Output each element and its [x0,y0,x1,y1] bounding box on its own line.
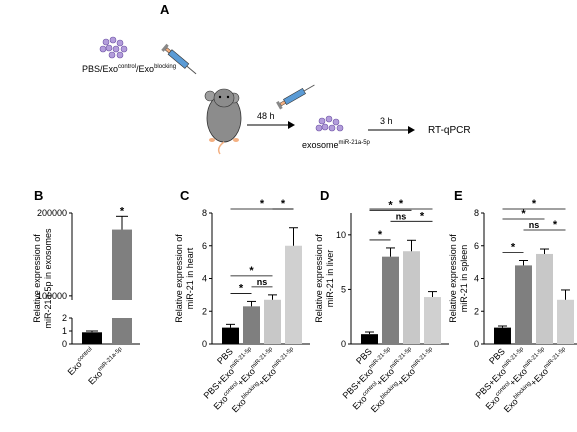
significance-label: * [120,205,125,217]
y-tick-label: 5 [341,284,346,294]
y-tick-label: 2 [202,306,207,316]
y-tick-label: 2 [62,313,67,323]
arrow-48h-icon [247,121,295,129]
y-tick-label: 6 [202,241,207,251]
y-tick-label: 0 [62,339,67,349]
y-tick-label: 1 [62,326,67,336]
significance-label: ns [529,220,540,230]
significance-label: * [239,282,244,294]
bar [82,332,102,344]
exosome-cluster-icon [315,115,344,132]
bar [403,251,420,344]
y-tick-label: 200000 [37,208,67,218]
significance-label: * [511,241,516,253]
bar [382,256,399,344]
significance-label: * [521,208,526,220]
panel-b: B Relative expression ofmiR-21a-5p in exo… [32,188,140,387]
significance-label: ns [396,211,407,221]
panel-letter: E [454,188,463,203]
bar [264,299,281,344]
time-48h-label: 48 h [257,111,275,121]
y-tick-label: 0 [341,339,346,349]
y-tick-label: 0 [202,339,207,349]
bar [112,318,132,344]
y-tick-label: 4 [474,274,479,284]
significance-label: * [420,210,425,222]
bar [424,297,441,344]
significance-label: * [260,198,265,210]
x-tick-label: ExomiR-21a-5p [86,346,127,387]
bar [361,334,378,344]
panel-e: E Relative expression ofmiR-21 in spleen 0… [448,188,577,414]
syringe-icon [276,84,315,110]
y-tick-label: 4 [202,274,207,284]
exosome-label: exosomemiR-21a-5p [302,140,371,150]
panel-c: C Relative expression ofmiR-21 in heart 0 2… [174,188,310,414]
y-tick-label: 6 [474,241,479,251]
y-tick-label: 100000 [37,291,67,301]
time-3h-label: 3 h [380,116,393,126]
significance-label: * [388,199,393,211]
significance-label: * [249,265,254,277]
syringe-icon [161,43,197,75]
charts: B Relative expression ofmiR-21a-5p in exo… [32,188,577,414]
bar [285,245,302,344]
bar [494,327,511,344]
y-axis-label: Relative expression ofmiR-21a-5p in exos… [32,228,53,329]
significance-label: * [281,198,286,210]
significance-label: * [399,198,404,210]
y-axis-label: Relative expression ofmiR-21 in spleen [448,234,469,323]
panel-letter: D [320,188,329,203]
y-axis-label: Relative expression ofmiR-21 in heart [174,234,195,323]
readout-label: RT-qPCR [428,125,471,136]
panel-a-letter: A [160,2,170,17]
y-tick-label: 0 [474,339,479,349]
y-tick-label: 8 [474,208,479,218]
bar [112,229,132,300]
y-tick-label: 2 [474,306,479,316]
significance-label: ns [257,277,268,287]
bar [243,306,260,344]
mouse-icon [204,88,242,155]
panel-letter: B [34,188,43,203]
y-axis-label: Relative expression ofmiR-21 in liver [314,234,335,323]
arrow-3h-icon [368,126,415,134]
significance-label: * [378,229,383,241]
panel-letter: C [180,188,190,203]
panel-a: A PBS/Exocontrol/Exoblocking [82,2,471,155]
groups-label: PBS/Exocontrol/Exoblocking [82,64,176,74]
significance-label: * [553,219,558,231]
panel-d: D Relative expression ofmiR-21 in liver 0 5… [314,188,449,414]
exosome-cluster-icon [99,36,128,59]
bar [536,253,553,344]
significance-label: * [532,198,537,210]
bar [222,327,239,344]
bar [515,265,532,344]
y-tick-label: 8 [202,208,207,218]
y-tick-label: 10 [336,230,346,240]
bar [557,299,574,344]
